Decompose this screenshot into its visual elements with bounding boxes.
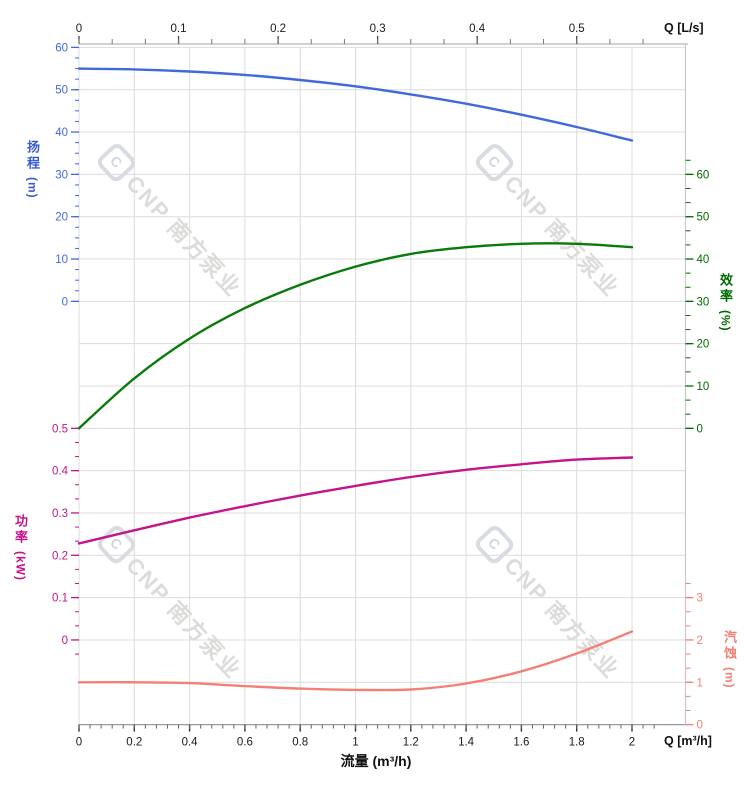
bottom-axis-unit-label: Q [m³/h] [664,734,712,748]
power-axis-tick-label: 0 [62,635,68,647]
npsh-axis-title-text: 汽蚀 [721,630,737,662]
top-axis-tick-label: 0.3 [370,23,386,35]
head-axis-tick-label: 20 [55,212,68,224]
head-axis-tick-label: 30 [55,169,68,181]
bottom-axis-tick-label: 2 [629,737,635,749]
bottom-axis-tick-label: 0.8 [292,737,308,749]
efficiency-axis-tick-label: 20 [697,339,710,351]
head-axis-title-text: 扬程 [24,140,40,172]
power-curve [77,456,634,545]
npsh-axis-tick-label: 2 [697,635,703,647]
efficiency-curve [77,242,634,430]
power-axis-title-text: 功率 [12,514,28,546]
top-axis-unit-label: Q [L/s] [664,21,704,35]
bottom-axis-tick-label: 0.6 [237,737,253,749]
power-axis-tick-label: 0.3 [52,508,68,520]
npsh-curve [77,630,634,692]
efficiency-axis-tick-label: 10 [697,381,710,393]
power-axis-unit: (kW) [13,551,28,581]
head-curve [77,67,634,142]
head-axis-tick-label: 10 [55,254,68,266]
npsh-axis-unit: (m) [722,667,737,689]
bottom-axis-tick-label: 1.8 [569,737,585,749]
top-axis-tick-label: 0.4 [469,23,486,35]
power-axis-tick-label: 0.1 [52,593,68,605]
bottom-axis-tick-label: 0 [76,737,82,749]
top-axis-tick-label: 0.1 [171,23,187,35]
efficiency-axis-tick-label: 50 [697,212,710,224]
flow-axis-title: 流量 (m³/h) [340,753,412,769]
head-axis-tick-label: 50 [55,85,68,97]
npsh-axis-tick-label: 0 [697,720,703,732]
bottom-axis-tick-label: 1.2 [403,737,419,749]
efficiency-axis-title: 效率 (%) [717,273,733,332]
top-axis-tick-label: 0.5 [569,23,585,35]
bottom-axis-tick-label: 1.6 [513,737,529,749]
efficiency-axis-tick-label: 30 [697,296,710,308]
bottom-axis-tick-label: 0.2 [126,737,142,749]
efficiency-axis-unit: (%) [718,310,733,332]
bottom-axis-tick-label: 1.4 [458,737,475,749]
efficiency-axis-tick-label: 60 [697,169,710,181]
top-axis-tick-label: 0 [76,23,82,35]
power-axis-tick-label: 0.4 [52,466,69,478]
efficiency-axis-tick-label: 0 [697,423,703,435]
power-axis-tick-label: 0.5 [52,423,68,435]
power-axis-title: 功率 (kW) [12,514,28,581]
efficiency-axis-tick-label: 40 [697,254,710,266]
npsh-axis-tick-label: 3 [697,593,703,605]
head-axis-tick-label: 40 [55,127,68,139]
head-axis-tick-label: 0 [62,296,68,308]
head-axis-unit: (m) [25,177,40,199]
power-axis-tick-label: 0.2 [52,550,68,562]
head-axis-tick-label: 60 [55,42,68,54]
top-axis-tick-label: 0.2 [270,23,286,35]
bottom-axis-tick-label: 0.4 [182,737,199,749]
bottom-axis-tick-label: 1 [352,737,358,749]
head-axis-title: 扬程 (m) [24,140,40,199]
npsh-axis-tick-label: 1 [697,677,703,689]
npsh-axis-title: 汽蚀 (m) [721,630,737,689]
efficiency-axis-title-text: 效率 [717,273,733,305]
